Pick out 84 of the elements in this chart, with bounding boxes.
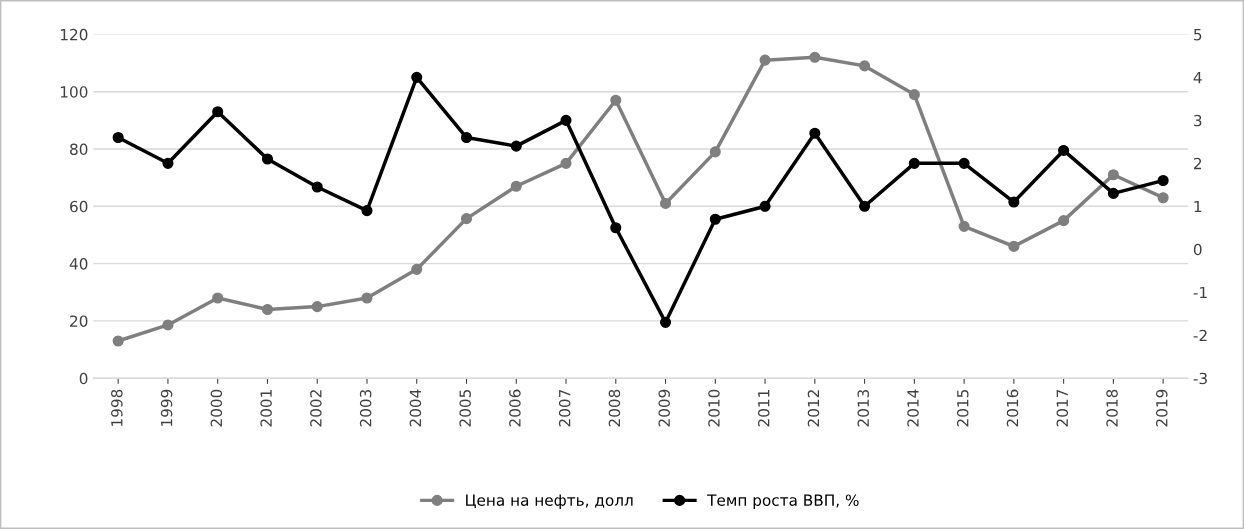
x-tick-label: 1999 [160,389,173,426]
y2-tick-label: -2 [1193,329,1207,342]
point [560,114,572,126]
point [112,335,124,347]
y-tick-label: 40 [69,258,88,270]
x-tick-label: 2011 [757,390,770,427]
y2-tick-label: -3 [1193,372,1207,385]
x-tick-label: 2016 [1006,389,1019,427]
legend-label: Темп роста ВВП, % [707,494,859,509]
x-tick-label: 2000 [210,389,223,427]
point [212,292,224,304]
point [659,197,672,210]
point [610,222,622,234]
point [958,157,970,169]
point [1058,215,1070,227]
point [411,71,423,83]
point [1008,240,1020,252]
point [162,157,174,169]
point [460,131,473,144]
y2-tick-label: 5 [1194,29,1202,41]
point [809,127,821,139]
x-tick-label: 2014 [907,389,919,427]
point [709,146,721,158]
x-tick-label: 2005 [459,389,471,427]
point [958,220,970,232]
point [1157,192,1169,204]
y-tick-label: 60 [70,200,88,213]
x-tick-label: 2004 [409,389,422,427]
point [1157,174,1169,187]
point [908,157,920,169]
point [610,94,622,106]
y-tick-label: 20 [70,315,88,327]
y2-tick-label: 3 [1194,114,1202,127]
x-tick-label: 2007 [558,389,571,427]
point [908,89,920,101]
point [510,180,522,192]
point [759,54,771,66]
y2-tick-label: -1 [1193,286,1207,299]
y-tick-label: 120 [60,28,88,41]
x-tick-label: 2001 [260,390,272,427]
y-tick-label: 100 [60,86,88,98]
point [859,60,871,72]
x-tick-label: 2003 [359,389,372,427]
point [1008,196,1020,208]
point [261,153,274,165]
point [460,213,473,225]
point [361,292,373,304]
point [510,140,522,152]
x-tick-label: 2013 [857,389,870,427]
legend-label: Цена на нефть, долл [466,494,633,509]
x-tick-label: 1998 [111,389,123,426]
x-tick-label: 2012 [807,390,820,427]
point [659,316,672,328]
point [859,200,871,212]
y-tick-label: 0 [79,372,88,385]
x-tick-label: 2018 [1106,389,1118,427]
point [212,106,224,118]
x-tick-label: 2019 [1156,389,1168,427]
point [560,157,572,169]
point [361,205,373,217]
x-tick-label: 2009 [658,389,670,427]
x-tick-label: 2008 [608,389,621,427]
y2-tick-label: 4 [1193,72,1202,84]
point [1058,144,1070,156]
point [759,200,771,212]
x-tick-label: 2017 [1056,389,1069,427]
y2-tick-label: 1 [1194,200,1202,213]
point [261,303,274,316]
y-tick-label: 80 [70,143,88,156]
x-tick-label: 2010 [708,389,720,427]
point [1107,187,1119,199]
point [311,301,323,313]
point [709,213,721,225]
y2-tick-label: 2 [1194,157,1202,170]
point [311,181,323,193]
x-tick-label: 2002 [310,390,322,427]
point [1107,169,1119,181]
point [411,263,423,275]
point [162,319,174,331]
point [809,51,821,63]
point [112,131,124,144]
y2-tick-label: 0 [1193,243,1202,256]
x-tick-label: 2015 [956,389,969,427]
x-tick-label: 2006 [509,389,521,427]
